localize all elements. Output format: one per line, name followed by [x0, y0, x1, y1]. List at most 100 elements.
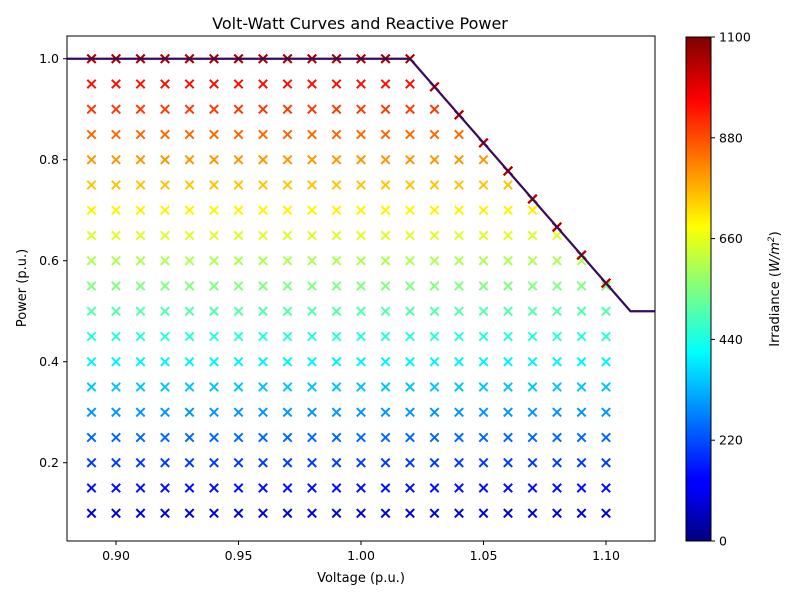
x-tick-label: 1.00: [347, 548, 375, 563]
data-point: [209, 457, 219, 468]
data-point: [160, 129, 170, 140]
data-point: [135, 205, 146, 216]
data-point: [552, 407, 562, 418]
data-point: [356, 306, 366, 317]
y-axis-ticks: 0.2 0.4 0.6 0.8 1.0: [39, 51, 67, 470]
data-point: [86, 508, 97, 519]
data-point: [258, 407, 268, 418]
data-point: [307, 483, 317, 493]
data-point: [380, 356, 391, 367]
data-point: [307, 382, 317, 392]
data-point: [258, 205, 268, 216]
data-point: [454, 230, 464, 241]
data-point: [233, 281, 244, 291]
data-point: [258, 281, 268, 291]
data-point: [601, 483, 611, 493]
data-point: [405, 306, 415, 317]
data-point: [527, 356, 538, 367]
data-point: [405, 457, 415, 468]
data-point: [209, 407, 219, 418]
data-point: [429, 129, 440, 140]
plot-area: [66, 35, 656, 542]
data-point: [503, 407, 513, 418]
data-point: [405, 281, 415, 291]
data-point: [307, 331, 317, 342]
data-point: [478, 154, 489, 165]
data-point: [576, 508, 587, 519]
data-point: [405, 230, 415, 241]
data-point: [135, 483, 146, 493]
chart-title: Volt-Watt Curves and Reactive Power: [212, 14, 508, 33]
data-point: [331, 306, 342, 317]
data-point: [478, 508, 489, 519]
data-point: [184, 154, 195, 165]
data-point: [331, 483, 342, 493]
data-point: [258, 432, 268, 443]
data-point: [160, 331, 170, 342]
data-point: [503, 432, 513, 443]
data-point: [331, 154, 342, 165]
data-point: [184, 104, 195, 115]
data-point: [184, 306, 195, 317]
data-point: [135, 356, 146, 367]
data-point: [503, 205, 513, 216]
data-point: [233, 104, 244, 115]
data-point: [282, 180, 293, 190]
data-point: [160, 230, 170, 241]
data-point: [307, 104, 317, 115]
data-point: [307, 154, 317, 165]
data-point: [307, 432, 317, 443]
data-point: [380, 508, 391, 519]
data-point: [429, 205, 440, 216]
data-point: [135, 407, 146, 418]
data-point: [478, 180, 489, 190]
data-point: [209, 382, 219, 392]
data-point: [160, 508, 170, 519]
data-point: [429, 508, 440, 519]
data-point: [307, 230, 317, 241]
data-point: [86, 230, 97, 241]
data-point: [429, 281, 440, 291]
data-point: [184, 129, 195, 140]
data-point: [527, 331, 538, 342]
data-point: [307, 79, 317, 89]
data-point: [380, 457, 391, 468]
data-point: [552, 508, 562, 519]
data-point: [86, 205, 97, 216]
data-point: [282, 154, 293, 165]
data-point: [86, 79, 97, 89]
data-point: [184, 407, 195, 418]
data-point: [429, 407, 440, 418]
data-point: [503, 180, 513, 190]
data-point: [86, 154, 97, 165]
data-point: [601, 281, 611, 291]
data-point: [552, 306, 562, 317]
data-point: [160, 281, 170, 291]
x-tick-label: 1.10: [592, 548, 620, 563]
data-point: [111, 483, 121, 493]
data-point: [429, 180, 440, 190]
data-point: [429, 331, 440, 342]
data-point: [209, 281, 219, 291]
data-point: [478, 205, 489, 216]
data-point: [258, 483, 268, 493]
data-point: [258, 104, 268, 115]
data-point: [380, 407, 391, 418]
data-point: [380, 432, 391, 443]
data-point: [307, 306, 317, 317]
data-point: [160, 382, 170, 392]
data-point: [356, 79, 366, 89]
colorbar-tick-label: 440: [719, 332, 743, 347]
data-point: [331, 407, 342, 418]
data-point: [233, 331, 244, 342]
data-point: [601, 432, 611, 443]
data-point: [184, 382, 195, 392]
data-point: [135, 79, 146, 89]
plot-frame: [67, 36, 655, 541]
colorbar-label-end: ): [768, 231, 783, 236]
data-point: [576, 483, 587, 493]
colorbar-label-text: Irradiance (: [768, 272, 783, 347]
data-point: [478, 457, 489, 468]
data-point: [552, 255, 562, 266]
data-point: [576, 331, 587, 342]
